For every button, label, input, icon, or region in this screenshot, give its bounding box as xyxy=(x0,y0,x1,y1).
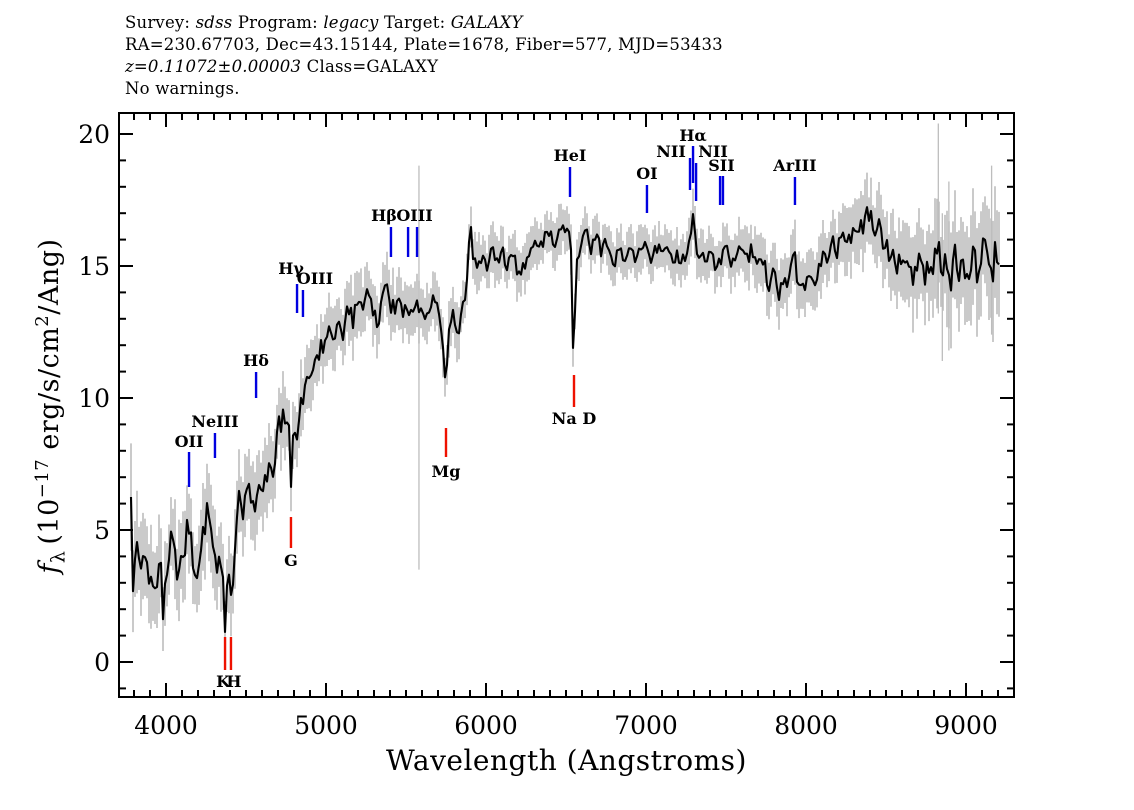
x-tick-label: 8000 xyxy=(774,711,838,740)
x-tick-labels: 4000 5000 6000 7000 8000 9000 xyxy=(134,711,998,740)
emission-line-label: Hα xyxy=(679,126,706,145)
emission-line-label: NII xyxy=(656,142,686,161)
redshift-value: z=0.11072±0.00003 xyxy=(125,57,302,76)
header-line-redshift: z=0.11072±0.00003 Class=GALAXY xyxy=(125,56,723,78)
spectrum-line xyxy=(129,206,1000,634)
y-axis-ticks xyxy=(119,133,1014,690)
x-tick-label: 5000 xyxy=(294,711,358,740)
emission-line-label: NII xyxy=(698,142,728,161)
emission-line-label: ArIII xyxy=(772,156,816,175)
class-value: Class=GALAXY xyxy=(301,57,439,76)
y-title-squared: 2 xyxy=(32,314,53,327)
x-axis-ticks xyxy=(133,113,999,697)
flux-symbol: f xyxy=(34,563,65,574)
program-value: legacy xyxy=(323,13,379,32)
y-tick-labels: 0 5 10 15 20 xyxy=(78,120,110,677)
x-tick-label: 9000 xyxy=(934,711,998,740)
target-label: Target: xyxy=(378,13,451,32)
absorption-line-label: Na D xyxy=(552,409,597,428)
emission-line-label: OII xyxy=(175,432,204,451)
survey-label: Survey: xyxy=(125,13,196,32)
emission-line-label: SII xyxy=(708,156,735,175)
y-title-part1: (10 xyxy=(34,498,65,551)
spectrum-header: Survey: sdss Program: legacy Target: GAL… xyxy=(125,12,723,100)
program-label: Program: xyxy=(232,13,324,32)
y-title-part3: /Ang) xyxy=(34,238,65,315)
emission-line-label: HeI xyxy=(554,146,587,165)
header-line-coords: RA=230.67703, Dec=43.15144, Plate=1678, … xyxy=(125,35,723,54)
y-tick-label: 20 xyxy=(78,120,110,149)
y-axis-title: fλ (10−17 erg/s/cm2/Ang) xyxy=(25,106,69,706)
emission-line-label: OIII xyxy=(297,269,333,288)
absorption-markers: KH G Mg Na D xyxy=(216,375,596,691)
y-title-part2: erg/s/cm xyxy=(34,326,65,459)
y-tick-label: 15 xyxy=(78,252,110,281)
absorption-line-label: G xyxy=(284,551,298,570)
target-value: GALAXY xyxy=(450,13,523,32)
y-tick-label: 5 xyxy=(94,516,110,545)
emission-line-label: Hβ xyxy=(371,206,397,225)
emission-line-label: Hγ xyxy=(278,259,304,278)
x-tick-label: 4000 xyxy=(134,711,198,740)
absorption-line-label: Mg xyxy=(432,462,461,481)
sky-residual-spikes xyxy=(418,123,993,570)
absorption-line-label: H xyxy=(226,672,241,691)
emission-line-label: OI xyxy=(636,164,657,183)
y-title-exponent: −17 xyxy=(32,458,53,499)
emission-line-label: OIII xyxy=(396,206,432,225)
x-tick-label: 7000 xyxy=(614,711,678,740)
absorption-line-label: K xyxy=(216,672,231,691)
header-line-survey: Survey: sdss Program: legacy Target: GAL… xyxy=(125,12,723,34)
flux-subscript: λ xyxy=(47,550,70,564)
emission-line-label: NeIII xyxy=(191,412,238,431)
y-tick-label: 10 xyxy=(78,384,110,413)
survey-value: sdss xyxy=(195,13,233,32)
header-line-warnings: No warnings. xyxy=(125,79,240,98)
y-tick-label: 0 xyxy=(94,648,110,677)
x-tick-label: 6000 xyxy=(454,711,518,740)
x-axis-title: Wavelength (Angstroms) xyxy=(386,744,747,777)
emission-line-label: Hδ xyxy=(243,351,269,370)
